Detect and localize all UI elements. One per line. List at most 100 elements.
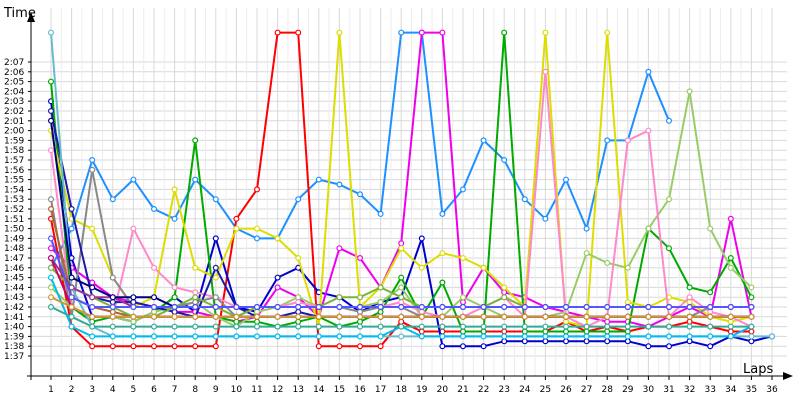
y-tick-label: 1:51: [4, 215, 24, 225]
y-tick-label: 1:39: [4, 332, 24, 342]
data-point: [254, 186, 261, 193]
data-point: [171, 313, 178, 320]
data-point: [480, 304, 487, 311]
x-tick-label: 27: [581, 385, 592, 395]
y-axis-title: Time: [3, 6, 36, 21]
data-point: [604, 338, 611, 345]
data-point: [274, 304, 281, 311]
data-point: [68, 304, 75, 311]
data-point: [47, 196, 54, 203]
data-point: [192, 137, 199, 144]
data-point: [439, 279, 446, 286]
data-point: [604, 137, 611, 144]
x-tick-label: 7: [172, 385, 178, 395]
x-tick-label: 29: [622, 385, 634, 395]
data-point: [89, 225, 96, 232]
data-point: [89, 333, 96, 340]
data-point: [727, 328, 734, 335]
x-tick-label: 21: [457, 385, 468, 395]
data-point: [171, 323, 178, 330]
data-point: [645, 127, 652, 134]
x-axis-arrow: [783, 372, 793, 380]
data-point: [665, 313, 672, 320]
series-18: [47, 304, 755, 330]
data-point: [542, 323, 549, 330]
x-tick-label: 16: [354, 385, 366, 395]
data-point: [418, 328, 425, 335]
x-tick-label: 20: [437, 385, 449, 395]
data-point: [151, 308, 158, 315]
data-point: [686, 323, 693, 330]
data-point: [192, 294, 199, 301]
x-tick-labels: 1 2 3 4 5 6 7 8 9 10 11 12 13 14 15 16 17 18 19 20 21 22 23 24 2…: [48, 376, 778, 395]
y-tick-label: 2:04: [4, 87, 24, 97]
x-tick-label: 31: [663, 385, 674, 395]
data-point: [89, 279, 96, 286]
data-point: [501, 294, 508, 301]
data-point: [171, 215, 178, 222]
data-point: [460, 328, 467, 335]
data-point: [748, 333, 755, 340]
data-point: [151, 343, 158, 350]
data-point: [192, 323, 199, 330]
data-point: [727, 333, 734, 340]
data-point: [707, 313, 714, 320]
x-tick-label: 28: [601, 385, 613, 395]
data-point: [707, 225, 714, 232]
data-point: [624, 338, 631, 345]
data-point: [686, 318, 693, 325]
data-point: [604, 318, 611, 325]
data-point: [274, 29, 281, 36]
data-point: [398, 284, 405, 291]
data-point: [398, 294, 405, 301]
data-point: [439, 333, 446, 340]
data-point: [336, 333, 343, 340]
data-point: [542, 328, 549, 335]
y-tick-label: 1:41: [4, 313, 24, 323]
x-tick-label: 36: [766, 385, 778, 395]
data-point: [645, 225, 652, 232]
data-point: [398, 313, 405, 320]
x-tick-label: 19: [416, 385, 428, 395]
data-point: [357, 304, 364, 311]
x-tick-label: 32: [684, 385, 695, 395]
y-tick-label: 1:59: [4, 136, 24, 146]
data-point: [748, 284, 755, 291]
data-point: [460, 323, 467, 330]
data-point: [315, 333, 322, 340]
data-point: [130, 318, 137, 325]
data-point: [68, 206, 75, 213]
data-point: [254, 304, 261, 311]
data-point: [274, 323, 281, 330]
data-point: [398, 240, 405, 247]
data-point: [357, 343, 364, 350]
data-point: [665, 323, 672, 330]
y-tick-label: 1:52: [4, 205, 24, 215]
data-point: [460, 333, 467, 340]
data-point: [542, 338, 549, 345]
y-tick-label: 1:49: [4, 234, 24, 244]
data-point: [212, 313, 219, 320]
data-point: [624, 323, 631, 330]
data-point: [727, 304, 734, 311]
y-tick-label: 1:50: [4, 225, 24, 235]
data-point: [707, 333, 714, 340]
data-point: [418, 264, 425, 271]
data-point: [377, 343, 384, 350]
data-point: [315, 323, 322, 330]
x-tick-label: 12: [272, 385, 283, 395]
data-point: [254, 235, 261, 242]
data-point: [542, 215, 549, 222]
data-point: [460, 313, 467, 320]
data-point: [151, 206, 158, 213]
data-point: [295, 308, 302, 315]
data-point: [295, 255, 302, 262]
data-point: [151, 294, 158, 301]
data-point: [274, 235, 281, 242]
data-point: [686, 294, 693, 301]
data-point: [254, 313, 261, 320]
data-point: [542, 313, 549, 320]
data-point: [212, 274, 219, 281]
data-point: [130, 313, 137, 320]
